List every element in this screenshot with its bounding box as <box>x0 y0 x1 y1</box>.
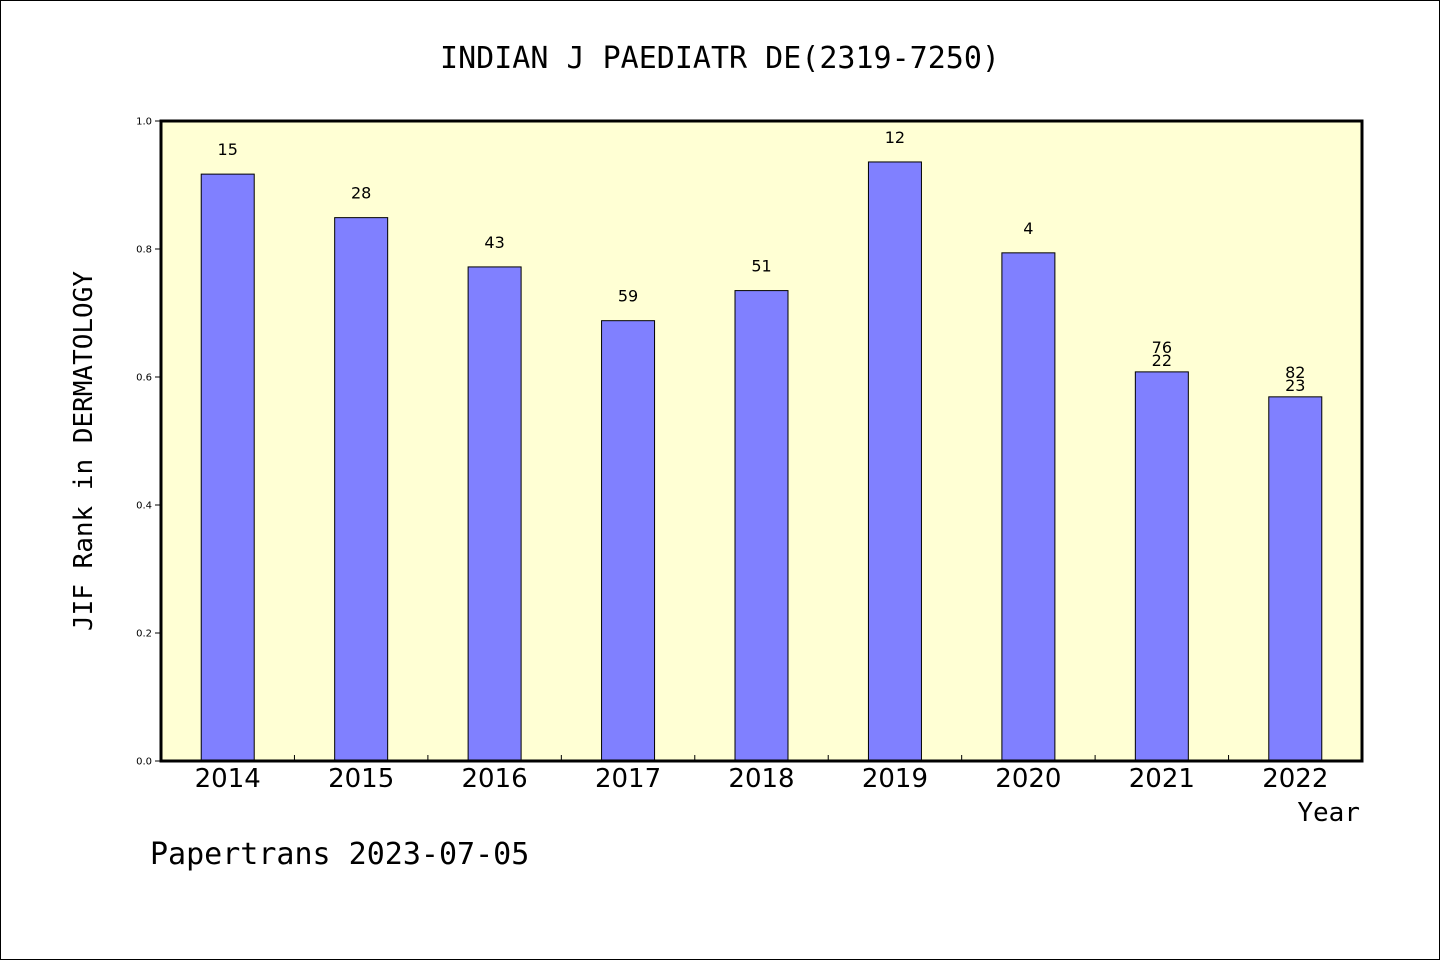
x-tick-label: 2019 <box>862 764 928 794</box>
x-tick-label: 2014 <box>195 764 261 794</box>
x-tick-label: 2015 <box>328 764 394 794</box>
y-axis-label: JIF Rank in DERMATOLOGY <box>69 271 99 631</box>
bar-2015 <box>334 217 389 762</box>
x-tick-label: 2018 <box>728 764 794 794</box>
x-axis-ticks: 2014 2015 2016 2017 2018 2019 2020 2021 2022 <box>195 755 1328 794</box>
chart-title: INDIAN J PAEDIATR DE(2319-7250) <box>440 41 1000 76</box>
bar-2016 <box>467 266 522 762</box>
bar-data-label: 28 <box>351 184 371 203</box>
bar-data-label: 15 <box>218 140 238 159</box>
footer-credit: Papertrans 2023-07-05 <box>150 837 529 872</box>
bar-data-label: 22 <box>1152 351 1172 370</box>
y-tick-label: 0.4 <box>136 501 152 512</box>
bar-2018 <box>734 290 789 762</box>
bar-2019 <box>867 161 922 762</box>
bar-data-label: 23 <box>1285 376 1305 395</box>
bar-2020 <box>1001 252 1056 762</box>
x-tick-label: 2022 <box>1262 764 1328 794</box>
plot-frame <box>159 119 1364 763</box>
x-axis-label: Year <box>1297 798 1360 828</box>
x-tick-label: 2017 <box>595 764 661 794</box>
x-tick-label: 2020 <box>995 764 1061 794</box>
x-tick-label: 2021 <box>1129 764 1195 794</box>
bar-data-label: 76 <box>1152 338 1172 357</box>
bar-data-label: 51 <box>751 257 771 276</box>
bar-2021 <box>1134 371 1189 762</box>
bar-2014 <box>200 173 255 762</box>
bar-data-label: 59 <box>618 287 638 306</box>
y-axis-ticks: 0.0 0.2 0.4 0.6 0.8 1.0 <box>136 117 161 768</box>
bar-data-label: 12 <box>885 128 905 147</box>
bars-group <box>200 161 1323 762</box>
bar-data-label: 82 <box>1285 363 1305 382</box>
y-tick-label: 0.2 <box>136 629 152 640</box>
y-tick-label: 0.6 <box>136 373 152 384</box>
bar-data-label: 43 <box>484 233 504 252</box>
y-tick-label: 1.0 <box>136 117 152 128</box>
bar-2022 <box>1268 396 1323 762</box>
y-tick-label: 0.0 <box>136 757 152 768</box>
y-tick-label: 0.8 <box>136 245 152 256</box>
bar-2017 <box>601 320 656 762</box>
x-tick-label: 2016 <box>462 764 528 794</box>
bar-data-label: 4 <box>1023 219 1033 238</box>
